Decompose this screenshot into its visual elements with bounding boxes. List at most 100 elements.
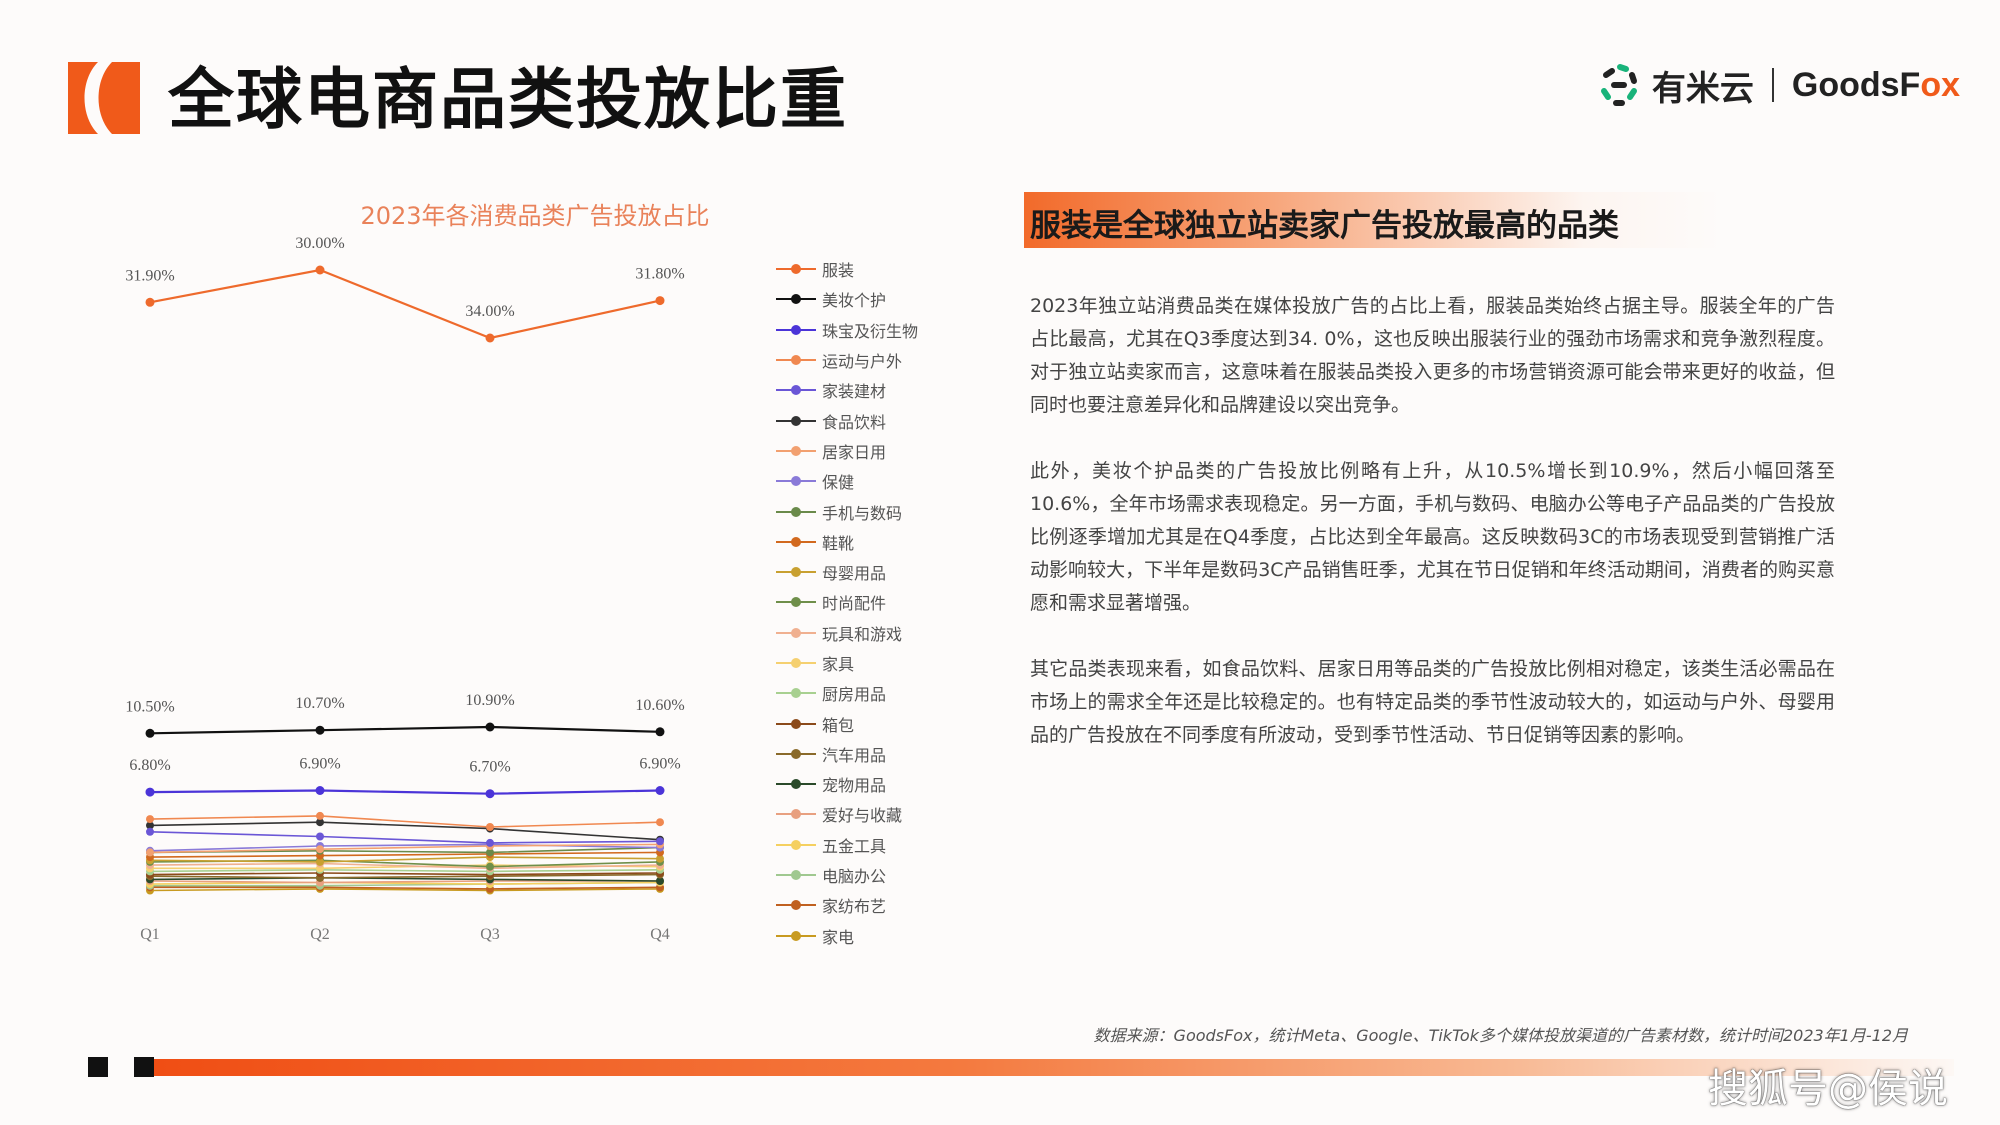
data-source-note: 数据来源：GoodsFox，统计Meta、Google、TikTok多个媒体投放…: [1093, 1026, 1908, 1045]
section-header: 服装是全球独立站卖家广告投放最高的品类: [1024, 192, 1724, 248]
data-point: [145, 728, 155, 738]
series-5: [146, 827, 664, 847]
legend-item-4[interactable]: 运动与户外: [776, 345, 918, 375]
data-label: 30.00%: [295, 235, 344, 252]
series-line: [149, 872, 661, 876]
legend-swatch: [776, 748, 816, 760]
legend-swatch: [776, 263, 816, 275]
section-heading: 服装是全球独立站卖家广告投放最高的品类: [1030, 208, 1619, 244]
series-line: [149, 821, 661, 841]
legend-swatch: [776, 566, 816, 578]
legend-item-22[interactable]: 家纺布艺: [776, 890, 918, 920]
legend-item-17[interactable]: 汽车用品: [776, 739, 918, 769]
data-label: 31.90%: [125, 267, 174, 284]
series-line: [149, 843, 661, 854]
youmi-swirl-icon: [1600, 64, 1637, 106]
legend-item-14[interactable]: 家具: [776, 648, 918, 678]
legend-label: 家纺布艺: [822, 897, 887, 917]
legend-swatch: [776, 506, 816, 518]
watermark: 搜狐号@侯说: [1708, 1066, 1948, 1112]
data-label: 10.60%: [635, 697, 684, 714]
legend-label: 箱包: [822, 715, 855, 735]
data-point: [656, 837, 664, 846]
series-line: [149, 873, 661, 879]
legend-swatch: [776, 778, 816, 790]
paragraph-2: 此外，美妆个护品类的广告投放比例略有上升，从10.5%增长到10.9%，然后小幅…: [1030, 460, 1835, 614]
data-label: 10.90%: [465, 692, 514, 709]
chart-title: 2023年各消费品类广告投放占比: [360, 202, 710, 230]
legend-item-5[interactable]: 家装建材: [776, 375, 918, 405]
legend-swatch: [776, 293, 816, 305]
legend-item-21[interactable]: 电脑办公: [776, 860, 918, 890]
data-point: [315, 786, 325, 795]
legend-item-16[interactable]: 箱包: [776, 708, 918, 738]
data-label: 10.70%: [295, 695, 344, 712]
legend-swatch: [776, 445, 816, 457]
data-point: [146, 815, 154, 824]
x-tick-label: Q3: [480, 926, 500, 943]
legend-label: 食品饮料: [822, 412, 887, 432]
legend-item-3[interactable]: 珠宝及衍生物: [776, 315, 918, 345]
data-point: [316, 832, 324, 841]
legend-label: 五金工具: [822, 836, 887, 856]
data-point: [316, 845, 324, 854]
legend-item-18[interactable]: 宠物用品: [776, 769, 918, 799]
legend-item-6[interactable]: 食品饮料: [776, 405, 918, 435]
paragraph-1: 2023年独立站消费品类在媒体投放广告的占比上看，服装品类始终占据主导。服装全年…: [1030, 295, 1835, 416]
legend-item-12[interactable]: 时尚配件: [776, 587, 918, 617]
legend-item-19[interactable]: 爱好与收藏: [776, 799, 918, 829]
legend-item-11[interactable]: 母婴用品: [776, 557, 918, 587]
legend-swatch: [776, 899, 816, 911]
brand-d-logo-icon: [68, 62, 140, 134]
legend-item-13[interactable]: 玩具和游戏: [776, 618, 918, 648]
data-point: [316, 811, 324, 820]
legend-item-8[interactable]: 保健: [776, 466, 918, 496]
data-point: [655, 296, 665, 306]
data-point: [316, 857, 324, 866]
legend-item-2[interactable]: 美妆个护: [776, 284, 918, 314]
data-label: 34.00%: [465, 303, 514, 320]
legend-item-23[interactable]: 家电: [776, 921, 918, 951]
data-point: [656, 854, 664, 863]
data-label: 6.70%: [469, 759, 510, 776]
data-label: 6.90%: [639, 756, 680, 773]
legend-swatch: [776, 475, 816, 487]
body-text: 2023年独立站消费品类在媒体投放广告的占比上看，服装品类始终占据主导。服装全年…: [1030, 290, 1835, 785]
series-4: [146, 811, 664, 831]
data-point: [486, 838, 494, 847]
series-line: [149, 268, 661, 340]
series-line: [149, 881, 661, 885]
data-label: 10.50%: [125, 698, 174, 715]
legend-item-9[interactable]: 手机与数码: [776, 496, 918, 526]
data-point: [655, 786, 665, 795]
legend-label: 玩具和游戏: [822, 624, 903, 644]
data-point: [485, 789, 495, 799]
paragraph-3: 其它品类表现来看，如食品饮料、居家日用等品类的广告投放比例相对稳定，该类生活必需…: [1030, 658, 1835, 746]
data-point: [145, 297, 155, 307]
footer-square: [88, 1057, 108, 1077]
footer-square: [134, 1057, 154, 1077]
legend-item-15[interactable]: 厨房用品: [776, 678, 918, 708]
legend-label: 汽车用品: [822, 745, 887, 765]
series-line: [149, 856, 661, 863]
legend-swatch: [776, 536, 816, 548]
series-line: [149, 725, 661, 735]
series-line: [149, 862, 661, 870]
legend-swatch: [776, 687, 816, 699]
x-tick-label: Q4: [650, 926, 670, 943]
legend-label: 珠宝及衍生物: [822, 321, 919, 341]
legend-swatch: [776, 869, 816, 881]
data-point: [146, 848, 154, 857]
legend-swatch: [776, 384, 816, 396]
legend-item-20[interactable]: 五金工具: [776, 830, 918, 860]
series-3: 6.80% 6.90% 6.70% 6.90%: [129, 756, 681, 799]
series-line: [149, 888, 661, 892]
x-tick-label: Q2: [310, 926, 330, 943]
data-point: [145, 787, 155, 797]
legend-item-7[interactable]: 居家日用: [776, 436, 918, 466]
legend-item-1[interactable]: 服装: [776, 254, 918, 284]
data-point: [486, 862, 494, 871]
legend-label: 宠物用品: [822, 776, 887, 796]
series-1: 31.90% 30.00% 34.00% 31.80%: [125, 235, 685, 343]
legend-item-10[interactable]: 鞋靴: [776, 527, 918, 557]
